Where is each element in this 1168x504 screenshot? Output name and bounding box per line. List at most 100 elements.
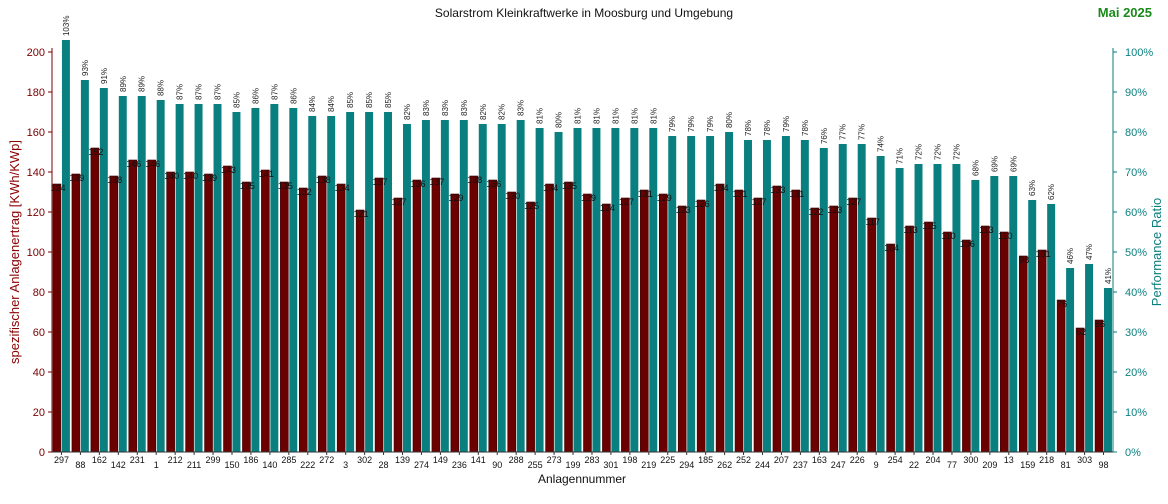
yield-value-label: 134 xyxy=(335,183,350,193)
pr-value-label: 68% xyxy=(971,160,980,176)
yield-value-label: 124 xyxy=(600,203,615,213)
y-tick-right-label: 40% xyxy=(1125,287,1147,299)
pr-value-label: 86% xyxy=(251,88,260,104)
yield-value-label: 126 xyxy=(695,199,710,209)
pr-value-label: 79% xyxy=(687,116,696,132)
x-tick-label: 301 xyxy=(603,460,618,470)
y-tick-left-label: 80 xyxy=(33,287,45,299)
bar-performance-ratio xyxy=(156,100,165,452)
bar-yield xyxy=(602,203,611,453)
y-tick-right-label: 30% xyxy=(1125,327,1147,339)
bar-yield xyxy=(90,147,100,453)
bar-yield xyxy=(469,175,479,453)
bar-yield xyxy=(280,181,289,453)
bar-yield xyxy=(658,193,668,453)
x-tick-label: 262 xyxy=(717,460,732,470)
bar-yield xyxy=(677,205,687,453)
bar-performance-ratio xyxy=(365,112,374,452)
bar-performance-ratio xyxy=(402,124,411,452)
bar-performance-ratio xyxy=(213,104,222,452)
pr-value-label: 87% xyxy=(176,84,185,100)
pr-value-label: 72% xyxy=(915,144,924,160)
x-tick-label: 300 xyxy=(963,455,978,465)
x-tick-label: 81 xyxy=(1061,460,1071,470)
yield-value-label: 131 xyxy=(638,189,653,199)
bar-performance-ratio xyxy=(819,148,828,452)
bar-yield xyxy=(621,197,630,453)
pr-value-label: 81% xyxy=(536,108,545,124)
bar-yield xyxy=(374,177,384,453)
pr-value-label: 79% xyxy=(706,116,715,132)
bar-yield xyxy=(734,189,744,453)
x-tick-label: 209 xyxy=(982,460,997,470)
bar-yield xyxy=(867,217,876,453)
x-tick-label: 212 xyxy=(168,455,183,465)
bar-performance-ratio xyxy=(554,132,563,452)
bar-performance-ratio xyxy=(1085,264,1094,452)
x-tick-label: 142 xyxy=(111,460,126,470)
yield-value-label: 135 xyxy=(562,181,577,191)
yield-value-label: 134 xyxy=(714,183,729,193)
pr-value-label: 72% xyxy=(933,144,942,160)
pr-value-label: 78% xyxy=(744,120,753,136)
y-tick-left-label: 40 xyxy=(33,367,45,379)
pr-value-label: 83% xyxy=(441,100,450,116)
x-tick-label: 3 xyxy=(343,460,348,470)
bar-performance-ratio xyxy=(327,116,336,452)
pr-value-label: 93% xyxy=(81,60,90,76)
x-tick-label: 149 xyxy=(433,455,448,465)
y-tick-left-label: 60 xyxy=(33,327,45,339)
bar-performance-ratio xyxy=(933,164,942,452)
pr-value-label: 78% xyxy=(763,120,772,136)
y-tick-left-label: 120 xyxy=(27,207,45,219)
bar-yield xyxy=(431,177,441,453)
pr-value-label: 82% xyxy=(479,104,488,120)
pr-value-label: 69% xyxy=(990,156,999,172)
bar-performance-ratio xyxy=(1047,204,1056,452)
yield-value-label: 133 xyxy=(770,185,785,195)
yield-value-label: 131 xyxy=(789,189,804,199)
yield-value-label: 132 xyxy=(297,187,312,197)
bar-yield xyxy=(1056,299,1066,453)
x-tick-label: 207 xyxy=(774,455,789,465)
pr-value-label: 76% xyxy=(820,128,829,144)
pr-value-label: 89% xyxy=(138,76,147,92)
yield-value-label: 131 xyxy=(733,189,748,199)
x-tick-label: 162 xyxy=(92,455,107,465)
x-tick-label: 254 xyxy=(888,455,903,465)
bar-yield xyxy=(810,207,820,453)
y-tick-left-label: 200 xyxy=(27,47,45,59)
bar-performance-ratio xyxy=(1104,288,1112,452)
x-tick-label: 273 xyxy=(547,455,562,465)
bar-yield xyxy=(242,181,251,453)
x-tick-label: 150 xyxy=(224,460,239,470)
bar-performance-ratio xyxy=(535,128,544,452)
yield-value-label: 113 xyxy=(979,225,993,235)
x-tick-label: 225 xyxy=(660,455,675,465)
bar-yield xyxy=(905,225,914,453)
x-tick-label: 219 xyxy=(641,460,656,470)
pr-value-label: 82% xyxy=(403,104,412,120)
pr-value-label: 86% xyxy=(289,88,298,104)
yield-value-label: 104 xyxy=(884,243,899,253)
bars xyxy=(52,40,1112,453)
bar-performance-ratio xyxy=(573,128,582,452)
pr-value-label: 83% xyxy=(422,100,431,116)
pr-value-label: 79% xyxy=(668,116,677,132)
bar-performance-ratio xyxy=(1066,268,1075,452)
x-tick-label: 244 xyxy=(755,460,770,470)
x-tick-label: 204 xyxy=(925,455,940,465)
pr-value-label: 103% xyxy=(62,16,71,36)
yield-value-label: 127 xyxy=(619,197,634,207)
yield-value-label: 110 xyxy=(941,231,955,241)
pr-value-label: 87% xyxy=(214,84,223,100)
bar-performance-ratio xyxy=(440,120,449,452)
axes: 0 20 40 60 80 100 120 140 160 180 200 0% 10% 20% 30% 40… xyxy=(27,47,1154,470)
bar-performance-ratio xyxy=(895,168,904,452)
x-tick-label: 297 xyxy=(54,455,69,465)
pr-value-label: 78% xyxy=(801,120,810,136)
yield-value-label: 62 xyxy=(1076,327,1086,337)
yield-value-label: 138 xyxy=(467,175,482,185)
bar-performance-ratio xyxy=(194,104,203,452)
bar-yield xyxy=(507,191,516,453)
